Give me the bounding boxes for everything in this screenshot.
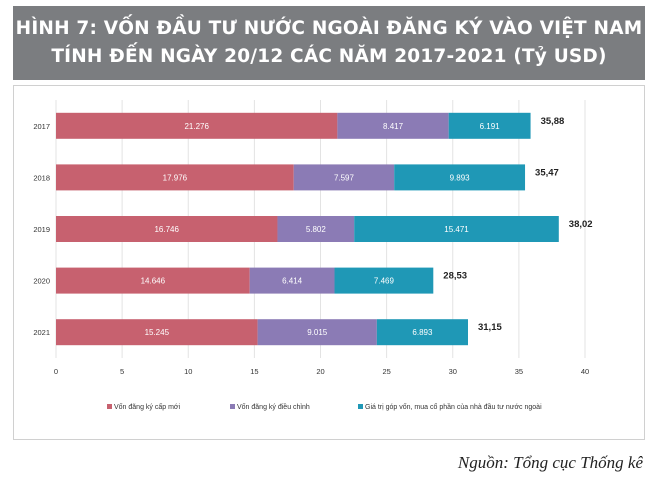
total-label: 35,47 [535,167,559,178]
total-label: 31,15 [478,322,502,333]
bar-segment [249,267,335,294]
x-tick-label: 20 [316,367,324,376]
data-label: 15.471 [444,225,469,234]
category-label: 2020 [33,277,50,286]
bar-segment [337,112,449,139]
x-tick-label: 15 [250,367,258,376]
data-label: 9.015 [307,328,328,337]
data-label: 14.646 [141,277,166,286]
data-label: 7.469 [374,277,395,286]
bar-segment [257,319,377,346]
category-label: 2019 [33,225,50,234]
category-label: 2021 [33,328,50,337]
bar-segment [354,216,559,242]
bar-segment [56,112,338,139]
chart-title-line-1: HÌNH 7: VỐN ĐẦU TƯ NƯỚC NGOÀI ĐĂNG KÝ VÀ… [15,18,643,39]
x-tick-label: 25 [382,367,390,376]
data-label: 16.746 [154,225,179,234]
data-label: 6.191 [480,122,501,131]
data-label: 7.597 [334,173,355,182]
category-label: 2017 [33,122,50,131]
total-label: 35,88 [541,116,565,127]
bar-segment [56,164,294,191]
x-tick-label: 40 [581,367,589,376]
total-label: 38,02 [569,219,593,230]
x-tick-label: 10 [184,367,192,376]
data-label: 5.802 [306,225,327,234]
source-note: Nguồn: Tổng cục Thống kê [457,453,643,472]
x-tick-label: 35 [515,367,523,376]
bar-segment [334,267,434,294]
bar-segment [56,319,258,346]
bar-segment [376,319,468,346]
bar-segment [293,164,395,191]
chart-title-line-2: TÍNH ĐẾN NGÀY 20/12 CÁC NĂM 2017-2021 (T… [51,46,607,67]
legend-label: Vốn đăng ký điều chỉnh [237,402,310,411]
data-label: 6.414 [282,277,303,286]
bar-segment [56,216,278,242]
bar-segment [448,112,531,139]
data-label: 6.893 [412,328,433,337]
legend-swatch [358,404,363,409]
bar-segment [56,267,250,294]
bar-segment [277,216,355,242]
total-label: 28,53 [443,271,467,282]
data-label: 9.893 [450,173,471,182]
chart-frame: 0 5 10 15 20 25 30 35 40 2017 21.276 8.417 6.191 35,8… [13,85,645,440]
x-tick-label: 0 [54,367,58,376]
legend-swatch [107,404,112,409]
category-label: 2018 [33,173,50,182]
legend-label: Vốn đăng ký cấp mới [114,402,181,411]
legend-swatch [230,404,235,409]
data-label: 15.245 [145,328,170,337]
title-banner: HÌNH 7: VỐN ĐẦU TƯ NƯỚC NGOÀI ĐĂNG KÝ VÀ… [13,6,645,80]
data-label: 21.276 [184,122,209,131]
data-label: 8.417 [383,122,404,131]
x-tick-label: 30 [449,367,457,376]
stacked-bar-chart: 0 5 10 15 20 25 30 35 40 2017 21.276 8.417 6.191 35,8… [33,100,593,411]
legend-label: Giá trị góp vốn, mua cổ phần của nhà đầu… [365,402,542,411]
data-label: 17.976 [163,173,188,182]
x-tick-label: 5 [120,367,124,376]
bar-segment [394,164,526,191]
